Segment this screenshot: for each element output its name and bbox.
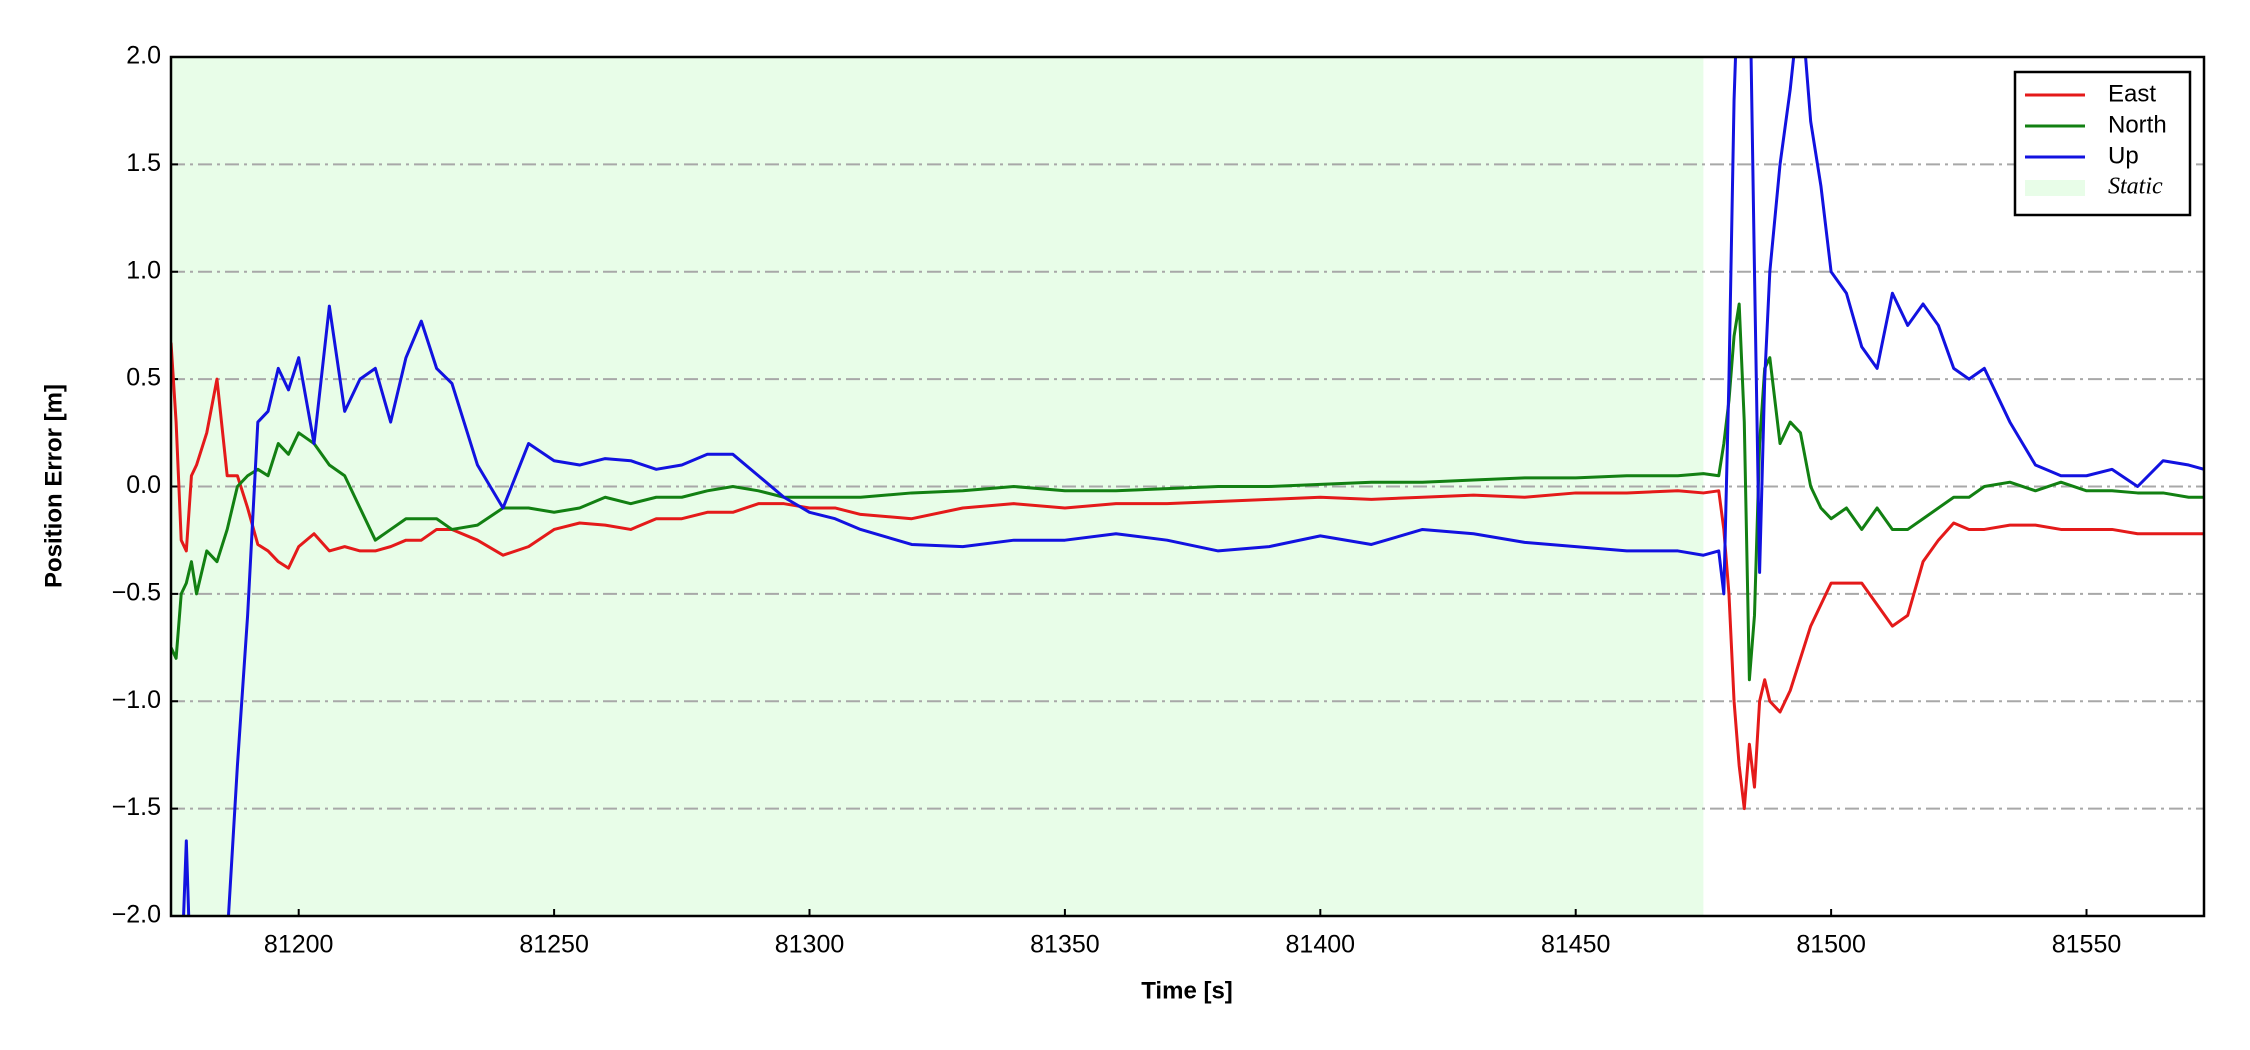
x-tick-label: 81200 xyxy=(264,931,334,959)
legend-label: East xyxy=(2108,80,2156,107)
y-tick-label: −0.5 xyxy=(112,578,161,606)
series-line xyxy=(171,342,2204,811)
plot-lines xyxy=(171,57,2204,916)
x-tick-label: 81250 xyxy=(519,931,589,959)
x-tick-label: 81450 xyxy=(1541,931,1611,959)
y-tick-label: −2.0 xyxy=(112,901,161,929)
y-tick-label: −1.0 xyxy=(112,686,161,714)
y-tick-label: 2.0 xyxy=(126,42,161,70)
x-tick-label: 81400 xyxy=(1286,931,1356,959)
legend-label: Static xyxy=(2108,174,2163,200)
legend-label: Up xyxy=(2108,142,2139,169)
series-line xyxy=(182,57,2204,916)
x-tick-label: 81500 xyxy=(1796,931,1866,959)
x-tick-label: 81350 xyxy=(1030,931,1100,959)
legend-swatch xyxy=(2025,180,2085,196)
legend-label: North xyxy=(2108,111,2167,138)
x-tick-label: 81550 xyxy=(2052,931,2122,959)
plot-frame xyxy=(169,55,2206,918)
series-line xyxy=(171,302,2204,682)
y-tick-label: 0.5 xyxy=(126,364,161,392)
y-tick-label: −1.5 xyxy=(112,793,161,821)
x-axis-label: Time [s] xyxy=(1141,977,1233,1004)
y-tick-label: 1.5 xyxy=(126,149,161,177)
x-tick-label: 81300 xyxy=(775,931,845,959)
y-tick-label: 0.0 xyxy=(126,471,161,499)
y-tick-label: 1.0 xyxy=(126,256,161,284)
y-axis-label: Position Error [m] xyxy=(40,384,67,588)
